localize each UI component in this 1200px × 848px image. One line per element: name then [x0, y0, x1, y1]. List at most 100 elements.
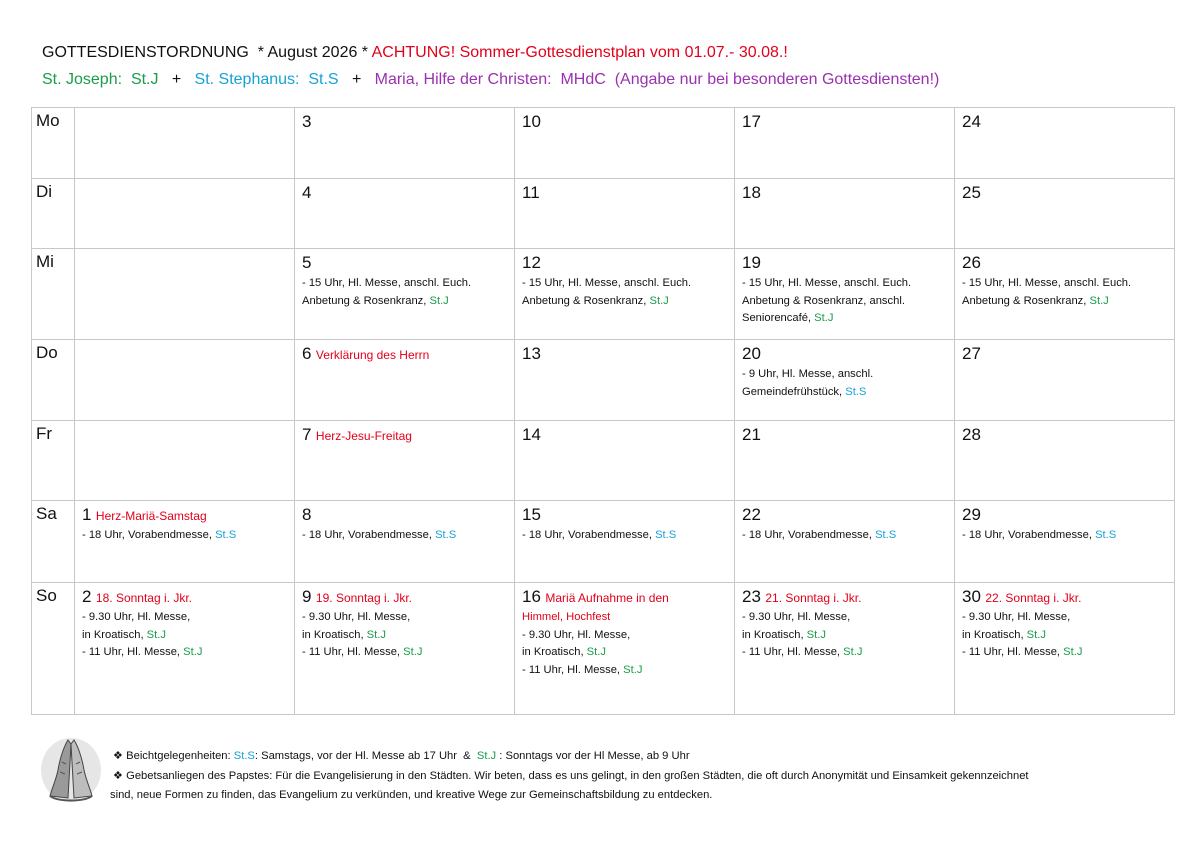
week-row: Mo 3 10 17 24: [31, 107, 1175, 179]
day-number: 27: [962, 344, 981, 363]
day-cell: 26 - 15 Uhr, Hl. Messe, anschl. Euch. Anbe…: [954, 248, 1175, 340]
text-segment: - 9.30 Uhr, Hl. Messe,: [82, 611, 191, 623]
day-header: 10: [522, 111, 728, 134]
cell-line: - 15 Uhr, Hl. Messe, anschl. Euch.: [742, 275, 948, 293]
day-cell: 27: [954, 339, 1175, 421]
text-segment: - 9 Uhr, Hl. Messe, anschl.: [742, 368, 874, 380]
day-header: 20: [742, 343, 948, 366]
text-segment: Seniorencafé,: [742, 312, 815, 324]
day-cell: 16 Mariä Aufnahme in den Himmel, Hochfest…: [514, 582, 735, 715]
day-number: 15: [522, 505, 541, 524]
text-segment: St. Joseph: St.J: [42, 71, 159, 88]
day-number: 22: [742, 505, 761, 524]
text-segment: St.J: [586, 646, 606, 658]
weekday: Do: [31, 339, 75, 421]
text-segment: St.J: [1089, 294, 1109, 307]
day-cell: 9 19. Sonntag i. Jkr. - 9.30 Uhr, Hl. Mes…: [294, 582, 515, 715]
day-cell: 12 - 15 Uhr, Hl. Messe, anschl. Euch. Anbe…: [514, 248, 735, 340]
day-header: 25: [962, 182, 1168, 205]
day-cell: 21: [734, 420, 955, 501]
day-header: 29: [962, 504, 1168, 527]
text-segment: - 11 Uhr, Hl. Messe,: [742, 646, 844, 658]
text-segment: GOTTESDIENSTORDNUNG * August 2026 *: [42, 44, 372, 61]
text-segment: Anbetung & Rosenkranz,: [522, 294, 650, 307]
text-segment: St.J: [1026, 628, 1046, 641]
day-number: 20: [742, 344, 761, 363]
day-header: 14: [522, 424, 728, 447]
text-segment: +: [158, 71, 195, 88]
text-segment: St.S: [1095, 529, 1117, 541]
day-cell: 25: [954, 178, 1175, 249]
day-cell: 3: [294, 107, 515, 179]
day-cell: 11: [514, 178, 735, 249]
day-header: 7 Herz-Jesu-Freitag: [302, 424, 508, 447]
cell-line: Anbetung & Rosenkranz, anschl.: [742, 293, 948, 311]
day-cell: 22 - 18 Uhr, Vorabendmesse, St.S: [734, 500, 955, 583]
cell-line: - 9.30 Uhr, Hl. Messe,: [302, 609, 508, 627]
cell-line: Himmel, Hochfest: [522, 609, 728, 627]
text-segment: in Kroatisch,: [302, 628, 367, 641]
cell-line: - 11 Uhr, Hl. Messe, St.J: [522, 662, 728, 680]
day-header: 21: [742, 424, 948, 447]
day-cell: [74, 178, 295, 249]
cell-line: in Kroatisch, St.J: [742, 627, 948, 645]
day-cell: 5 - 15 Uhr, Hl. Messe, anschl. Euch. Anbet…: [294, 248, 515, 340]
legend: St. Joseph: St.J + St. Stephanus: St.S +…: [42, 71, 939, 89]
week-row: So 2 18. Sonntag i. Jkr. - 9.30 Uhr, Hl. M…: [31, 582, 1175, 715]
day-header: 1 Herz-Mariä-Samstag: [82, 504, 288, 527]
text-segment: in Kroatisch,: [522, 646, 587, 658]
day-header: 30 22. Sonntag i. Jkr.: [962, 586, 1168, 609]
text-segment: St.J: [403, 646, 423, 658]
day-cell: 4: [294, 178, 515, 249]
text-segment: - 9.30 Uhr, Hl. Messe,: [302, 611, 411, 623]
day-number: 3: [302, 112, 312, 131]
cell-line: - 18 Uhr, Vorabendmesse, St.S: [962, 527, 1168, 545]
cell-line: in Kroatisch, St.J: [962, 627, 1168, 645]
text-segment: Anbetung & Rosenkranz, anschl.: [742, 294, 905, 307]
text-segment: St.J: [843, 646, 863, 658]
cell-line: in Kroatisch, St.J: [302, 627, 508, 645]
day-cell: 10: [514, 107, 735, 179]
day-cell: 19 - 15 Uhr, Hl. Messe, anschl. Euch. Anbe…: [734, 248, 955, 340]
text-segment: St.S: [875, 529, 897, 541]
cell-line: Anbetung & Rosenkranz, St.J: [302, 293, 508, 311]
day-header: 26: [962, 252, 1168, 275]
text-segment: - 15 Uhr, Hl. Messe, anschl. Euch.: [962, 277, 1132, 289]
weekday: Mo: [31, 107, 75, 179]
day-number: 17: [742, 112, 761, 131]
footer-line: sind, neue Formen zu finden, das Evangel…: [110, 786, 1029, 806]
day-header: 4: [302, 182, 508, 205]
feast: 21. Sonntag i. Jkr.: [765, 591, 862, 605]
day-header: 8: [302, 504, 508, 527]
cell-line: - 9.30 Uhr, Hl. Messe,: [82, 609, 288, 627]
day-header: 6 Verklärung des Herrn: [302, 343, 508, 366]
day-header: 2 18. Sonntag i. Jkr.: [82, 586, 288, 609]
day-number: 25: [962, 183, 981, 202]
day-header: 3: [302, 111, 508, 134]
day-number: 30: [962, 587, 981, 606]
day-header: 18: [742, 182, 948, 205]
day-number: 28: [962, 425, 981, 444]
text-segment: - 15 Uhr, Hl. Messe, anschl. Euch.: [302, 277, 472, 289]
cell-line: - 11 Uhr, Hl. Messe, St.J: [962, 644, 1168, 662]
text-segment: - 18 Uhr, Vorabendmesse,: [302, 529, 436, 541]
text-segment: - 9.30 Uhr, Hl. Messe,: [962, 611, 1071, 623]
text-segment: St.S: [845, 385, 867, 398]
text-segment: +: [338, 71, 375, 88]
feast: Herz-Mariä-Samstag: [95, 509, 207, 523]
cell-line: in Kroatisch, St.J: [82, 627, 288, 645]
text-segment: St.J: [814, 312, 834, 324]
day-number: 21: [742, 425, 761, 444]
text-segment: St. Stephanus: St.S: [194, 71, 339, 88]
text-segment: St.J: [806, 628, 826, 641]
day-cell: 17: [734, 107, 955, 179]
cell-line: - 9.30 Uhr, Hl. Messe,: [742, 609, 948, 627]
week-row: Do 6 Verklärung des Herrn 13 20 - 9 Uhr, Hl.…: [31, 339, 1175, 421]
text-segment: Himmel, Hochfest: [522, 611, 611, 623]
day-header: 16 Mariä Aufnahme in den: [522, 586, 728, 609]
text-segment: St.J: [649, 294, 669, 307]
day-cell: 24: [954, 107, 1175, 179]
cell-line: - 9.30 Uhr, Hl. Messe,: [522, 627, 728, 645]
cell-line: - 11 Uhr, Hl. Messe, St.J: [742, 644, 948, 662]
